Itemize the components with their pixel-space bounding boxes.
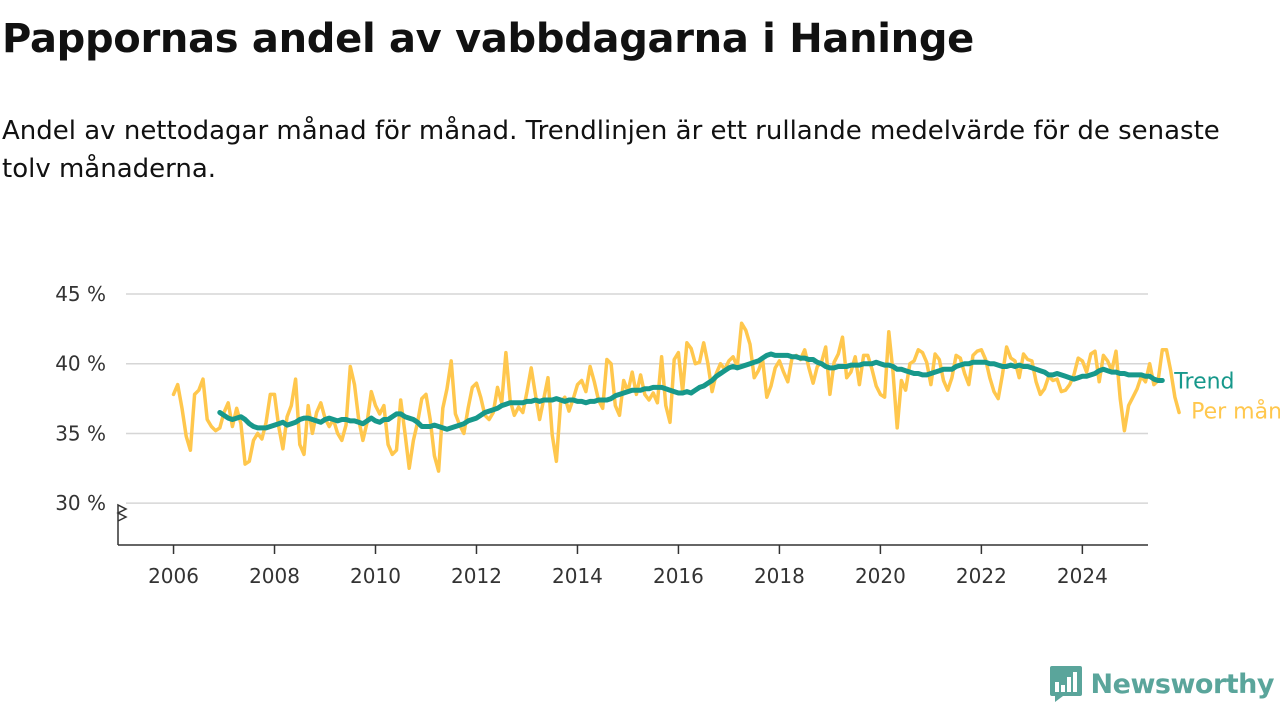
y-tick-label: 30 % (55, 491, 106, 515)
x-tick-label: 2010 (350, 564, 401, 588)
newsworthy-brand: Newsworthy (1049, 664, 1275, 704)
x-tick-label: 2018 (754, 564, 805, 588)
y-axis-break (116, 503, 128, 545)
series-line-trend (217, 351, 1165, 432)
y-tick-label: 40 % (55, 352, 106, 376)
x-tick-label: 2020 (855, 564, 906, 588)
y-tick-label: 45 % (55, 282, 106, 306)
x-tick-label: 2022 (956, 564, 1007, 588)
x-tick-label: 2012 (451, 564, 502, 588)
bar-chart-bubble-icon (1049, 666, 1082, 702)
chart-subtitle: Andel av nettodagar månad för månad. Tre… (2, 116, 1220, 184)
x-tick-label: 2016 (653, 564, 704, 588)
x-tick-label: 2024 (1057, 564, 1108, 588)
series-label-per-manad: Per månad (1191, 399, 1280, 425)
series-line-per-manad (171, 321, 1181, 473)
series-label-trend: Trend (1173, 369, 1234, 394)
x-tick-label: 2014 (552, 564, 603, 588)
y-tick-label: 35 % (55, 421, 106, 445)
chart-title: Pappornas andel av vabbdagarna i Haninge (2, 16, 975, 62)
x-tick-label: 2008 (249, 564, 300, 588)
x-tick-label: 2006 (148, 564, 199, 588)
brand-name: Newsworthy (1090, 668, 1275, 700)
